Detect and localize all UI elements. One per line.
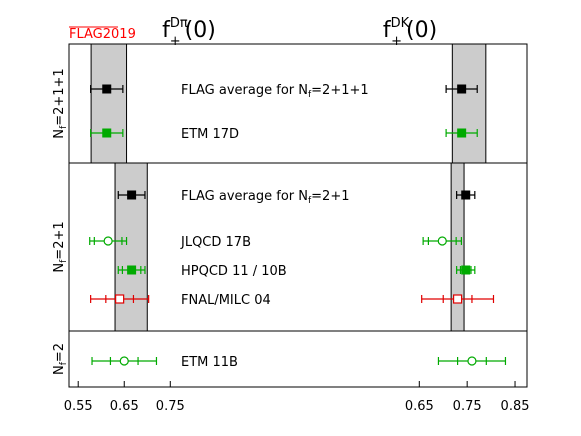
row-label-text: FLAG average for N — [181, 189, 308, 204]
section-label-text: N — [52, 263, 67, 273]
row-label-text: FLAG average for N — [181, 83, 308, 98]
row-label-sub: f — [308, 196, 312, 206]
x-tick-label-left: 0.65 — [110, 399, 139, 414]
data-point-right — [452, 294, 463, 304]
x-tick-label-right: 0.65 — [405, 399, 434, 414]
flag-band-right — [450, 162, 465, 332]
section-label-text: N — [52, 365, 67, 375]
data-point-left — [127, 265, 137, 275]
panel-title-right-arg: (0) — [406, 18, 437, 43]
flag-band-left — [90, 43, 128, 164]
row-label: HPQCD 11 / 10B — [181, 264, 287, 279]
panel-title-left-sup: Dπ — [170, 16, 188, 31]
panel-title-right-base: f — [383, 18, 392, 43]
data-point-left — [102, 84, 112, 94]
row-label: ETM 11B — [181, 355, 238, 370]
section-label: Nf=2 — [52, 343, 69, 375]
data-point-left — [119, 356, 129, 366]
data-point-left — [115, 294, 125, 304]
section-label: Nf=2+1 — [52, 221, 69, 272]
row-label: FNAL/MILC 04 — [181, 293, 271, 308]
row-label-text: =2+1+1 — [311, 83, 369, 98]
row-label: JLQCD 17B — [180, 235, 251, 250]
panel-title-right-sub: + — [391, 34, 402, 49]
flag-band-right — [451, 43, 487, 164]
x-tick-label-right: 0.75 — [453, 399, 482, 414]
panel-title-right-sup: DK — [391, 16, 410, 31]
data-point-right — [467, 356, 477, 366]
section-label-sub: f — [59, 125, 69, 129]
flag-logo: FLAG2019 — [69, 27, 136, 42]
row-label: FLAG average for Nf=2+1 — [181, 189, 349, 206]
data-point-left — [102, 128, 112, 138]
section-label-sub: f — [59, 259, 69, 263]
section-frames-layer — [68, 43, 528, 388]
section-label-text: =2 — [52, 343, 67, 362]
section-label-text: =2+1 — [52, 221, 67, 259]
data-point-right — [457, 84, 467, 94]
section-label-text: N — [52, 129, 67, 139]
x-tick-label-right: 0.85 — [501, 399, 530, 414]
x-tick-label-left: 0.55 — [64, 399, 93, 414]
section-label: Nf=2+1+1 — [52, 68, 69, 138]
data-marks-layer — [89, 84, 507, 366]
panel-title-left-base: f — [162, 18, 171, 43]
data-point-left — [103, 236, 113, 246]
panel-title-left: fDπ + (0) — [162, 16, 216, 49]
section-frame — [68, 330, 528, 388]
data-point-right — [461, 265, 471, 275]
row-label-sub: f — [308, 90, 312, 100]
panel-title-right: fDK + (0) — [383, 16, 437, 49]
flag-band-left — [114, 162, 148, 332]
data-point-right — [461, 190, 471, 200]
row-label-text: =2+1 — [311, 189, 349, 204]
data-point-right — [457, 128, 467, 138]
x-tick-label-left: 0.75 — [156, 399, 185, 414]
row-label: FLAG average for Nf=2+1+1 — [181, 83, 369, 100]
section-label-sub: f — [59, 361, 69, 365]
axis-ticks-layer: 0.55 0.65 0.75 0.65 0.75 0.85 — [64, 381, 530, 414]
data-point-right — [437, 236, 447, 246]
data-point-left — [127, 190, 137, 200]
section-label-text: =2+1+1 — [52, 68, 67, 126]
row-label: ETM 17D — [181, 127, 239, 142]
panel-title-left-sub: + — [170, 34, 181, 49]
panel-title-left-arg: (0) — [185, 18, 216, 43]
